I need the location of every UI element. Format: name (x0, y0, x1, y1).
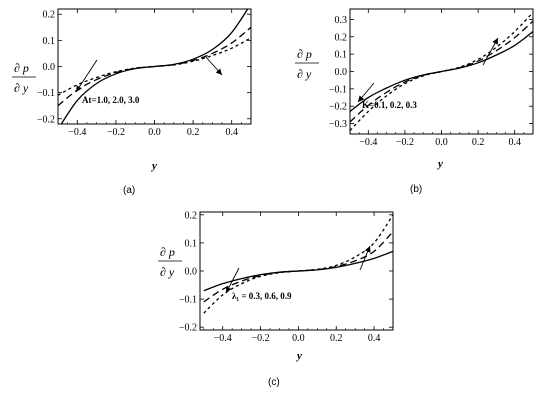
panel-b-x-tick-label: 0.2 (472, 137, 485, 148)
panel-a-x-tick-label: −0.4 (68, 127, 86, 138)
panel-b-ylabel-num: ∂ p (297, 47, 312, 61)
panel-c-series-dotted (203, 214, 393, 314)
panel-a-x-tick-label: 0.4 (225, 127, 238, 138)
panel-a-series-dotted (58, 37, 251, 96)
panel-b-series-dotted (350, 12, 533, 131)
panel-c-y-tick-label: 0.1 (185, 238, 198, 249)
panel-b-x-tick-label: 0.0 (435, 137, 448, 148)
panel-b-y-tick-label: 0.0 (335, 67, 348, 78)
panel-a-x-tick-label: 0.0 (148, 127, 161, 138)
panel-c-trend-arrow-head (226, 286, 232, 293)
panel-a-ylabel-num: ∂ p (14, 61, 29, 75)
panel-a-y-tick-label: 0.1 (43, 36, 56, 47)
panel-a-series-solid (60, 9, 249, 124)
panel-b-y-tick-label: −0.2 (329, 102, 347, 113)
panel-c-caption: (c) (268, 377, 280, 388)
panel-c-x-tick-label: 0.0 (292, 333, 305, 344)
panel-a-plot: −0.4 −0.2 0.0 0.2 0.4 −0.2 −0.1 0.0 0.1 0.2 At=1.0… (37, 8, 252, 138)
panel-b: ∂ p ∂ y −0.4 −0.2 0.0 0.2 0.4 −0.3 −0.2 −0.1 0.0… (295, 8, 534, 195)
panel-b-series-solid (350, 31, 533, 112)
panel-c: ∂ p ∂ y −0.4 −0.2 0.0 0.2 0.4 −0.2 −0.1 0.0 0.1 0… (158, 210, 394, 388)
panel-a-trend-arrow-head (76, 85, 82, 92)
panel-a: ∂ p ∂ y −0.4 −0.2 0.0 0.2 0.4 −0.2 −0.1 0.0 0.1 0… (12, 8, 252, 196)
panel-b-y-tick-label: 0.2 (335, 32, 348, 43)
panel-b-ylabel-den: ∂ y (297, 67, 312, 81)
panel-a-caption: (a) (123, 185, 135, 196)
panel-a-xlabel: y (150, 160, 157, 172)
panel-c-x-tick-label: −0.2 (251, 333, 269, 344)
panel-c-series-dashed (203, 231, 393, 303)
panel-c-ylabel-num: ∂ p (160, 245, 175, 259)
panel-c-plot: −0.4 −0.2 0.0 0.2 0.4 −0.2 −0.1 0.0 0.1 0.2 λ₁ = 0… (179, 210, 394, 344)
panel-c-parameter-annotation: λ₁ = 0.3, 0.6, 0.9 (232, 291, 292, 301)
panel-a-trend-arrow-head (215, 68, 222, 75)
panel-a-x-tick-label: −0.2 (107, 127, 125, 138)
panel-c-x-tick-label: 0.2 (330, 333, 343, 344)
panel-c-x-tick-label: −0.4 (214, 333, 232, 344)
panel-a-parameter-annotation: At=1.0, 2.0, 3.0 (82, 95, 140, 105)
panel-b-y-tick-label: 0.1 (335, 50, 348, 61)
panel-b-x-tick-label: −0.4 (359, 137, 377, 148)
panel-b-y-tick-label: −0.1 (329, 84, 347, 95)
panel-a-ylabel-den: ∂ y (14, 81, 29, 95)
panel-b-x-tick-label: −0.2 (396, 137, 414, 148)
panel-b-series-dashed (350, 20, 533, 123)
panel-c-ylabel-den: ∂ y (160, 265, 175, 279)
panel-c-y-tick-label: 0.0 (185, 267, 198, 278)
panel-c-trend-arrow-head (364, 246, 371, 253)
panel-b-x-tick-label: 0.4 (508, 137, 521, 148)
panel-a-trend-arrow-line (75, 59, 98, 93)
panel-a-y-tick-label: 0.0 (43, 62, 56, 73)
panel-a-x-tick-label: 0.2 (187, 127, 200, 138)
panel-a-y-tick-label: −0.2 (37, 114, 55, 125)
panel-c-y-tick-label: 0.2 (185, 210, 198, 221)
panel-b-trend-arrow-head (358, 95, 365, 102)
panel-b-trend-arrow-head (492, 38, 498, 45)
panel-b-caption: (b) (410, 184, 422, 195)
panel-c-y-tick-label: −0.2 (179, 323, 197, 334)
panel-b-plot: −0.4 −0.2 0.0 0.2 0.4 −0.3 −0.2 −0.1 0.0 0.1 0.2 0.… (329, 8, 534, 148)
panel-b-xlabel: y (436, 158, 443, 170)
panel-c-xlabel: y (295, 350, 302, 362)
panel-b-y-tick-label: 0.3 (335, 15, 348, 26)
panel-c-x-tick-label: 0.4 (368, 333, 381, 344)
panel-b-y-tick-label: −0.3 (329, 119, 347, 130)
panel-b-parameter-annotation: K=0.1, 0.2, 0.3 (362, 100, 417, 110)
panel-a-y-tick-label: −0.1 (37, 88, 55, 99)
panel-c-y-tick-label: −0.1 (179, 295, 197, 306)
panel-a-y-tick-label: 0.2 (43, 10, 56, 21)
